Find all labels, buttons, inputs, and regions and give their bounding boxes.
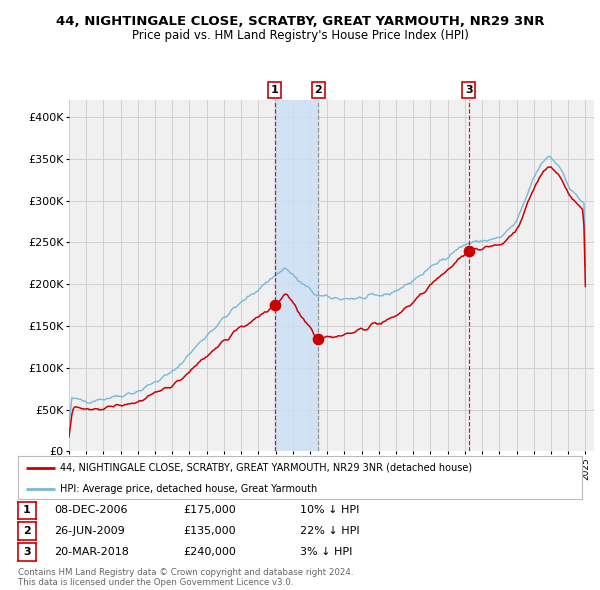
Text: £240,000: £240,000	[183, 547, 236, 556]
Text: 1: 1	[23, 506, 31, 515]
Point	[270, 300, 280, 310]
Text: 10% ↓ HPI: 10% ↓ HPI	[300, 506, 359, 515]
Text: 44, NIGHTINGALE CLOSE, SCRATBY, GREAT YARMOUTH, NR29 3NR (detached house): 44, NIGHTINGALE CLOSE, SCRATBY, GREAT YA…	[60, 463, 472, 473]
Text: Contains HM Land Registry data © Crown copyright and database right 2024.: Contains HM Land Registry data © Crown c…	[18, 568, 353, 577]
Text: 3: 3	[465, 85, 473, 95]
Bar	[275, 100, 319, 451]
Text: This data is licensed under the Open Government Licence v3.0.: This data is licensed under the Open Gov…	[18, 578, 293, 587]
Text: 2: 2	[23, 526, 31, 536]
Text: 08-DEC-2006: 08-DEC-2006	[54, 506, 128, 515]
Text: HPI: Average price, detached house, Great Yarmouth: HPI: Average price, detached house, Grea…	[60, 484, 317, 494]
Text: 44, NIGHTINGALE CLOSE, SCRATBY, GREAT YARMOUTH, NR29 3NR: 44, NIGHTINGALE CLOSE, SCRATBY, GREAT YA…	[56, 15, 544, 28]
Text: 20-MAR-2018: 20-MAR-2018	[54, 547, 129, 556]
Text: 3: 3	[23, 547, 31, 556]
Point	[464, 246, 473, 255]
Text: £135,000: £135,000	[183, 526, 236, 536]
Point	[314, 334, 323, 343]
Text: 22% ↓ HPI: 22% ↓ HPI	[300, 526, 359, 536]
Text: Price paid vs. HM Land Registry's House Price Index (HPI): Price paid vs. HM Land Registry's House …	[131, 30, 469, 42]
Text: 3% ↓ HPI: 3% ↓ HPI	[300, 547, 352, 556]
Text: 1: 1	[271, 85, 278, 95]
Text: £175,000: £175,000	[183, 506, 236, 515]
Text: 26-JUN-2009: 26-JUN-2009	[54, 526, 125, 536]
Text: 2: 2	[314, 85, 322, 95]
